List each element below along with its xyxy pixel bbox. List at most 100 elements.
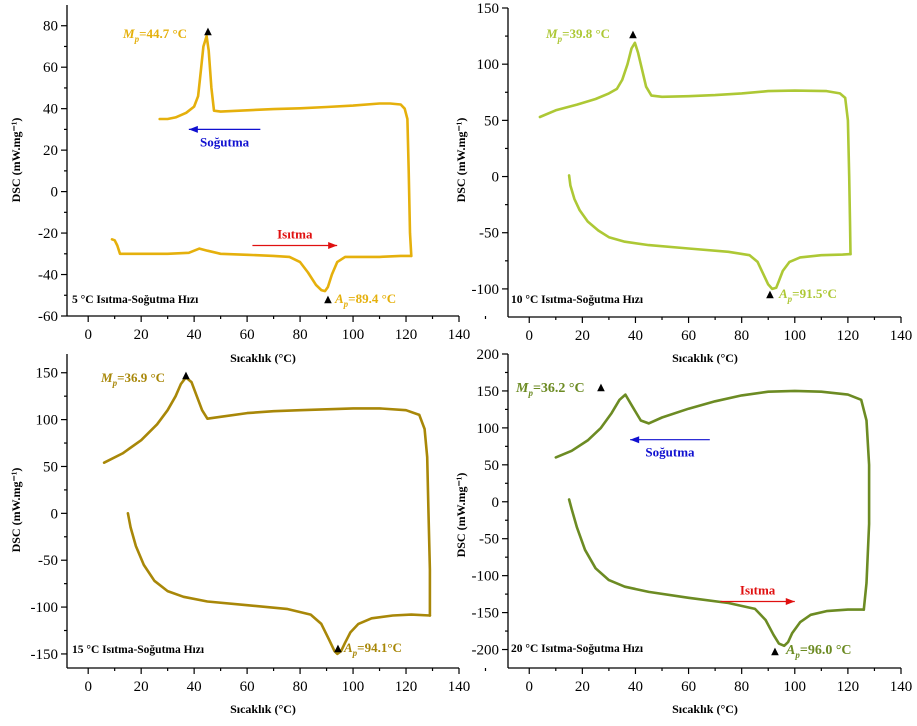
x-tick-label: 100: [342, 679, 365, 695]
y-tick-label: 80: [43, 19, 58, 35]
x-tick-label: 80: [734, 328, 749, 344]
arrow-head: [188, 125, 198, 133]
x-axis-title: Sıcaklık (°C): [672, 702, 738, 716]
y-tick-label: 100: [36, 413, 59, 429]
mp-peak-marker: ▲: [204, 26, 212, 37]
y-tick-label: 50: [484, 458, 499, 474]
y-tick-label: -50: [479, 532, 499, 548]
y-tick-label: 60: [43, 60, 58, 76]
x-tick-label: 120: [395, 679, 418, 695]
x-tick-label: 80: [734, 679, 749, 695]
y-tick-label: 40: [43, 102, 58, 118]
heating-curve: [567, 498, 866, 648]
mp-annotation: Mp=36.9 °C: [100, 370, 165, 388]
x-tick-label: 0: [84, 679, 92, 695]
y-tick-label: -100: [31, 600, 59, 616]
ap-peak-marker: ▲: [334, 643, 342, 654]
y-tick-label: -100: [472, 282, 500, 298]
y-tick-label: 50: [43, 459, 58, 475]
mp-peak-marker: ▲: [629, 29, 637, 40]
ap-annotation: Ap=96.0 °C: [785, 643, 852, 660]
x-tick-label: 0: [84, 327, 92, 343]
x-tick-label: 100: [784, 679, 807, 695]
x-tick-label: 80: [293, 327, 308, 343]
heating-curve: [126, 511, 432, 656]
y-tick-label: -150: [472, 606, 500, 622]
panel-rate-label: 10 °C Isıtma-Soğutma Hızı: [511, 294, 644, 306]
y-tick-label: -50: [479, 226, 499, 242]
x-tick-label: 140: [890, 328, 913, 344]
x-tick-label: 20: [575, 679, 590, 695]
ap-annotation: Ap=94.1°C: [343, 640, 402, 658]
arrow-label: Isıtma: [740, 583, 776, 598]
arrow-label: Isıtma: [277, 227, 313, 242]
arrow-label: Soğutma: [200, 134, 250, 149]
x-tick-label: 140: [448, 327, 471, 343]
heating-arrow: Isıtma: [720, 583, 795, 606]
y-tick-label: -60: [38, 309, 58, 325]
x-tick-label: 100: [342, 327, 365, 343]
mp-annotation: Mp=39.8 °C: [545, 26, 610, 44]
y-tick-label: 200: [477, 347, 500, 363]
x-axis-title: Sıcaklık (°C): [672, 351, 738, 365]
y-tick-label: 20: [43, 143, 58, 159]
ap-annotation: Ap=89.4 °C: [334, 291, 396, 309]
arrow-head: [785, 598, 795, 606]
cooling-arrow: Soğutma: [630, 436, 710, 460]
y-tick-label: 100: [477, 421, 500, 437]
x-tick-label: 40: [628, 679, 643, 695]
heating-curve: [110, 238, 413, 293]
ap-annotation: Ap=91.5°C: [778, 286, 837, 304]
panel-2: 0 20 40 60 80 100 120 140 -100 -50 0 50 100 150 Sıcakl…: [454, 1, 913, 365]
x-tick-label: 60: [681, 679, 696, 695]
y-tick-label: -20: [38, 226, 58, 242]
arrow-label: Soğutma: [645, 445, 695, 460]
y-axis-title: DSC (mW.mg⁻¹): [9, 468, 23, 553]
panel-rate-label: 20 °C Isıtma-Soğutma Hızı: [511, 643, 644, 655]
x-tick-label: 20: [575, 328, 590, 344]
ap-peak-marker: ▲: [771, 646, 779, 657]
y-tick-label: -150: [31, 647, 59, 663]
x-axis-title: Sıcaklık (°C): [230, 351, 296, 365]
mp-annotation: Mp=44.7 °C: [122, 26, 187, 44]
cooling-curve: [538, 41, 852, 256]
y-tick-label: 100: [477, 57, 500, 73]
x-tick-label: 60: [240, 327, 255, 343]
panel-4: 0 20 40 60 80 100 120 140 -200 -150 -100 -50 0 50 100 1…: [454, 347, 912, 716]
x-tick-label: 120: [395, 327, 418, 343]
panel-3: 0 20 40 60 80 100 120 140 -150 -100 -50 0 50 100 150 Sı…: [9, 354, 487, 716]
x-tick-label: 20: [134, 679, 149, 695]
x-tick-label: 40: [187, 679, 202, 695]
y-tick-label: 150: [477, 1, 500, 17]
arrow-head: [328, 242, 338, 250]
mp-annotation: Mp=36.2 °C: [515, 381, 585, 398]
x-tick-label: 60: [681, 328, 696, 344]
y-axis-title: DSC (mW.mg⁻¹): [9, 118, 23, 203]
y-tick-label: 50: [484, 113, 499, 129]
x-tick-label: 120: [837, 679, 860, 695]
cooling-arrow: Soğutma: [188, 125, 261, 149]
x-tick-label: 80: [293, 679, 308, 695]
mp-peak-marker: ▲: [182, 370, 190, 381]
x-tick-label: 100: [784, 328, 807, 344]
x-tick-label: 140: [448, 679, 471, 695]
cooling-curve: [102, 376, 432, 617]
y-tick-label: -100: [472, 569, 500, 585]
heating-arrow: Isıtma: [252, 227, 338, 250]
x-tick-label: 0: [525, 328, 533, 344]
x-tick-label: 40: [187, 327, 202, 343]
y-tick-label: 150: [36, 366, 59, 382]
x-tick-label: 40: [628, 328, 643, 344]
cooling-curve: [554, 389, 871, 611]
y-tick-label: -40: [38, 268, 58, 284]
y-tick-label: 0: [492, 170, 500, 186]
x-tick-label: 20: [134, 327, 149, 343]
x-tick-label: 0: [525, 679, 533, 695]
y-tick-label: 0: [51, 185, 59, 201]
ap-peak-marker: ▲: [324, 294, 332, 305]
ap-peak-marker: ▲: [766, 289, 774, 300]
y-tick-label: 0: [51, 506, 59, 522]
y-tick-label: -50: [38, 553, 58, 569]
y-tick-label: -200: [472, 643, 500, 659]
